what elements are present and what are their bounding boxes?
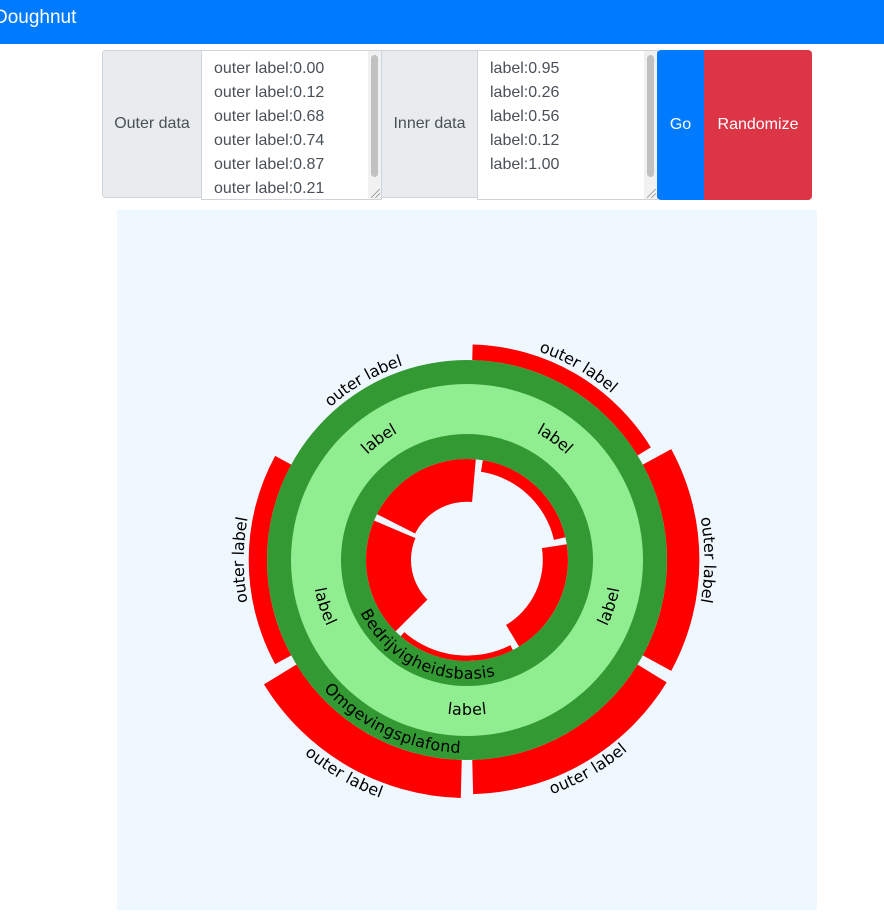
navbar: Doughnut: [0, 0, 884, 44]
inner-line: label:0.12: [490, 132, 560, 149]
outer-line: outer label:0.21: [214, 180, 325, 197]
inner-segment: [400, 632, 513, 661]
outer-segment: [472, 664, 667, 795]
outer-segment: [263, 664, 462, 799]
inner-line: label:1.00: [490, 156, 560, 173]
outer-line: outer label:0.74: [214, 132, 325, 149]
resize-grip-icon[interactable]: [371, 189, 380, 198]
inner-line: label:0.95: [490, 60, 560, 77]
middle-label: label: [447, 698, 488, 718]
outer-line: outer label:0.00: [214, 60, 325, 77]
outer-segment: [248, 455, 292, 665]
outer-segment: [642, 449, 700, 671]
outer-segment-label: outer label: [228, 515, 251, 605]
inner-segment: [506, 544, 568, 647]
inner-line: label:0.56: [490, 108, 560, 125]
inner-segment: [366, 520, 428, 632]
randomize-button[interactable]: Randomize: [704, 50, 812, 200]
inner-scrollbar[interactable]: [644, 51, 657, 199]
outer-line: outer label:0.68: [214, 108, 325, 125]
inner-line: label:0.26: [490, 84, 560, 101]
outer-scrollbar[interactable]: [368, 51, 381, 199]
outer-data-textarea[interactable]: outer label:0.00 outer label:0.12 outer la…: [201, 50, 382, 200]
inner-segment: [377, 459, 476, 534]
go-button[interactable]: Go: [657, 50, 704, 200]
outer-segment-label: outer label: [697, 515, 720, 604]
doughnut-chart-area: outer label outer label outer label outer l…: [117, 210, 817, 910]
outer-segment: [472, 344, 651, 456]
navbar-title[interactable]: Doughnut: [0, 7, 77, 28]
resize-grip-icon[interactable]: [647, 189, 656, 198]
inner-segment: [480, 460, 566, 540]
outer-line: outer label:0.12: [214, 84, 325, 101]
outer-data-label: Outer data: [102, 50, 202, 198]
inner-data-label: Inner data: [381, 50, 478, 198]
outer-line: outer label:0.87: [214, 156, 325, 173]
inner-data-textarea[interactable]: label:0.95 label:0.26 label:0.56 label:0.12…: [477, 50, 658, 200]
